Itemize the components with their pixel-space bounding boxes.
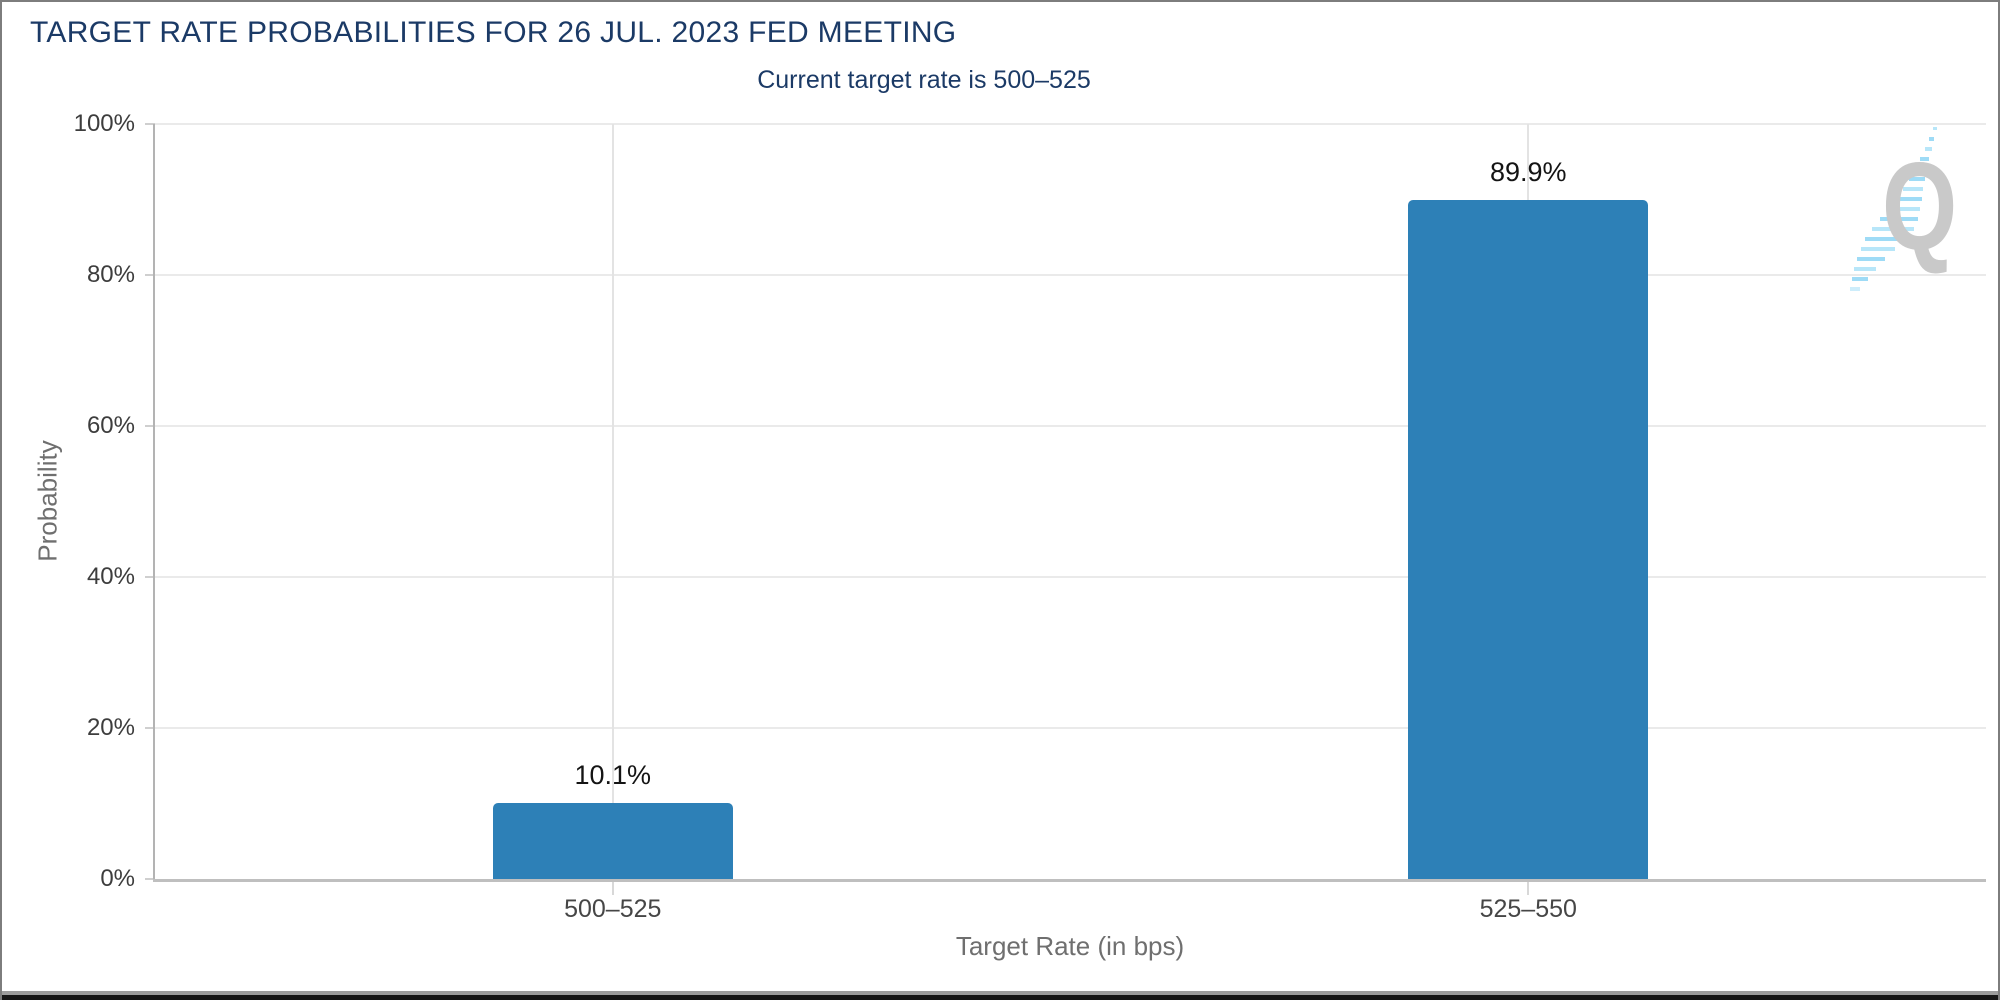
y-axis-tick	[145, 425, 155, 427]
bar-value-label: 10.1%	[574, 759, 652, 790]
h-gridline-60	[155, 425, 1986, 427]
bar-value-label: 89.9%	[1489, 157, 1567, 188]
category-column-500-525: 10.1%	[155, 124, 1071, 879]
y-axis-tick	[145, 727, 155, 729]
bottom-border-gray	[2, 991, 1998, 995]
y-tick-label-100: 100%	[73, 110, 135, 137]
category-column-525-550: 89.9%	[1071, 124, 1987, 879]
x-tick-label-525-550: 525–550	[1479, 895, 1577, 923]
y-axis-title: Probability	[32, 440, 63, 562]
x-axis-title: Target Rate (in bps)	[955, 931, 1185, 961]
h-gridline-20	[155, 727, 1986, 729]
h-gridline-100	[155, 123, 1986, 125]
page-title: TARGET RATE PROBABILITIES FOR 26 JUL. 20…	[30, 16, 957, 49]
x-axis-tick	[1527, 882, 1530, 895]
y-tick-label-40: 40%	[86, 563, 135, 590]
y-axis-tick	[145, 123, 155, 125]
h-gridline-40	[155, 576, 1986, 578]
plot-area: 10.1% 89.9%	[145, 123, 1987, 880]
y-axis-tick	[145, 878, 155, 880]
x-axis-labels: 500–525 525–550	[155, 882, 1986, 942]
x-axis-tick	[611, 882, 614, 895]
y-tick-label-60: 60%	[86, 412, 135, 439]
y-axis-labels: 0% 20% 40% 60% 80% 100%	[2, 112, 143, 891]
bar-525-550[interactable]	[1408, 200, 1649, 879]
x-axis-line	[153, 879, 1986, 882]
bottom-border-black	[2, 995, 1998, 1000]
chart-subtitle: Current target rate is 500–525	[757, 66, 1091, 94]
x-tick-label-500-525: 500–525	[564, 895, 662, 923]
y-tick-label-80: 80%	[86, 261, 135, 288]
y-axis-tick	[145, 576, 155, 578]
y-tick-label-0: 0%	[100, 865, 135, 892]
y-tick-label-20: 20%	[86, 714, 135, 741]
y-axis-line	[153, 124, 155, 879]
y-axis-tick	[145, 274, 155, 276]
h-gridline-80	[155, 274, 1986, 276]
bar-500-525[interactable]	[492, 802, 733, 879]
v-gridline-category-1	[611, 124, 614, 879]
